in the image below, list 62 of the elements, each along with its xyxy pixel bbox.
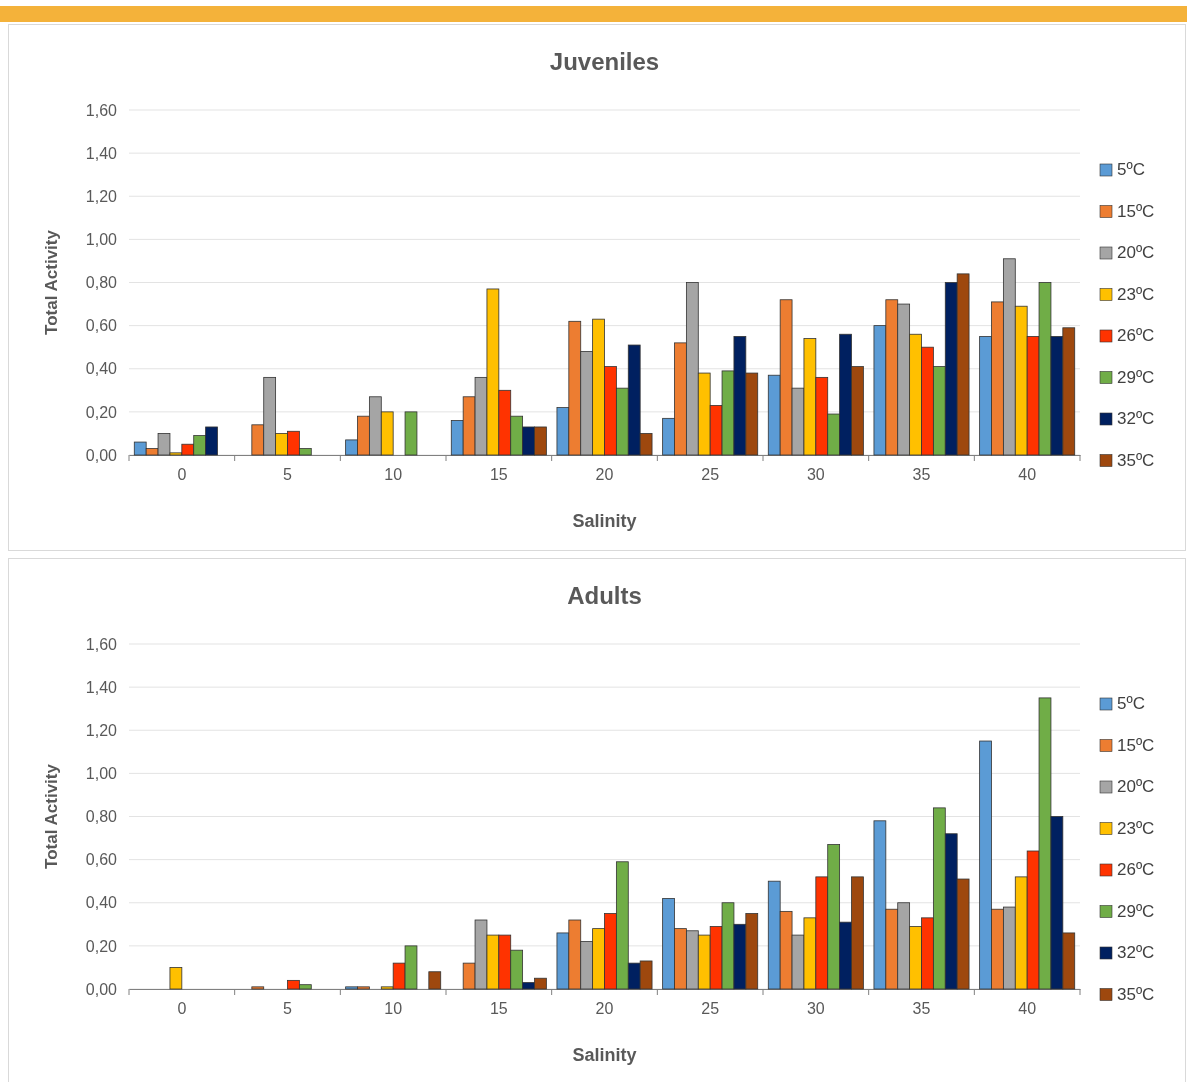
x-tick-label: 15 (489, 1000, 508, 1018)
x-tick-label: 25 (701, 466, 720, 484)
y-tick-label: 1,00 (85, 230, 118, 248)
legend-label: 26ºC (1117, 860, 1155, 879)
y-tick-label: 0,80 (85, 274, 118, 292)
legend-label: 26ºC (1117, 326, 1155, 345)
x-tick-label: 35 (912, 466, 931, 484)
y-tick-label: 1,20 (85, 721, 118, 739)
y-tick-label: 0,20 (85, 403, 118, 421)
legend-label: 23ºC (1117, 284, 1155, 304)
y-axis-title: Total Activity (42, 229, 61, 335)
y-tick-label: 0,20 (85, 937, 118, 955)
chart-title: Adults (567, 582, 642, 609)
legend-label: 23ºC (1117, 818, 1155, 838)
legend-label: 29ºC (1117, 901, 1155, 921)
y-tick-label: 0,60 (85, 317, 118, 335)
y-tick-label: 0,40 (85, 894, 118, 912)
y-tick-label: 1,40 (85, 144, 118, 162)
y-tick-label: 1,40 (85, 678, 118, 696)
x-tick-label: 35 (912, 1000, 931, 1018)
legend-label: 35ºC (1117, 450, 1155, 470)
y-tick-label: 1,60 (85, 101, 118, 119)
y-tick-label: 0,60 (85, 851, 118, 869)
legend-label: 32ºC (1117, 409, 1155, 428)
x-axis-title: Salinity (572, 1045, 637, 1065)
y-tick-label: 0,00 (85, 446, 118, 464)
legend-label: 5ºC (1117, 160, 1145, 179)
x-tick-label: 0 (177, 1000, 187, 1018)
x-tick-label: 10 (384, 1000, 403, 1018)
x-tick-label: 40 (1018, 1000, 1037, 1018)
x-tick-label: 10 (384, 466, 403, 484)
y-tick-label: 1,00 (85, 764, 118, 782)
legend-label: 35ºC (1117, 984, 1155, 1004)
x-tick-label: 30 (806, 1000, 825, 1018)
legend-label: 5ºC (1117, 694, 1145, 713)
x-tick-label: 25 (701, 1000, 720, 1018)
x-tick-label: 20 (595, 1000, 614, 1018)
y-tick-label: 0,80 (85, 808, 118, 826)
legend-label: 20ºC (1117, 777, 1155, 796)
y-axis-title: Total Activity (42, 763, 61, 869)
chart-title: Juveniles (549, 48, 660, 75)
x-tick-label: 5 (283, 1000, 293, 1018)
bar (428, 971, 442, 990)
x-tick-label: 40 (1018, 466, 1037, 484)
y-tick-label: 1,60 (85, 635, 118, 653)
legend-label: 15ºC (1117, 735, 1155, 755)
x-tick-label: 15 (489, 466, 508, 484)
x-tick-label: 20 (595, 466, 614, 484)
legend-label: 32ºC (1117, 943, 1155, 962)
x-tick-label: 5 (283, 466, 293, 484)
x-axis-title: Salinity (572, 511, 637, 531)
legend-label: 29ºC (1117, 367, 1155, 387)
y-tick-label: 0,00 (85, 980, 118, 998)
x-tick-label: 0 (177, 466, 187, 484)
y-tick-label: 0,40 (85, 360, 118, 378)
y-tick-label: 1,20 (85, 187, 118, 205)
bar (404, 411, 418, 456)
bar (169, 967, 183, 990)
legend-label: 20ºC (1117, 243, 1155, 262)
legend-label: 15ºC (1117, 201, 1155, 221)
x-tick-label: 30 (806, 466, 825, 484)
bar (251, 986, 265, 990)
